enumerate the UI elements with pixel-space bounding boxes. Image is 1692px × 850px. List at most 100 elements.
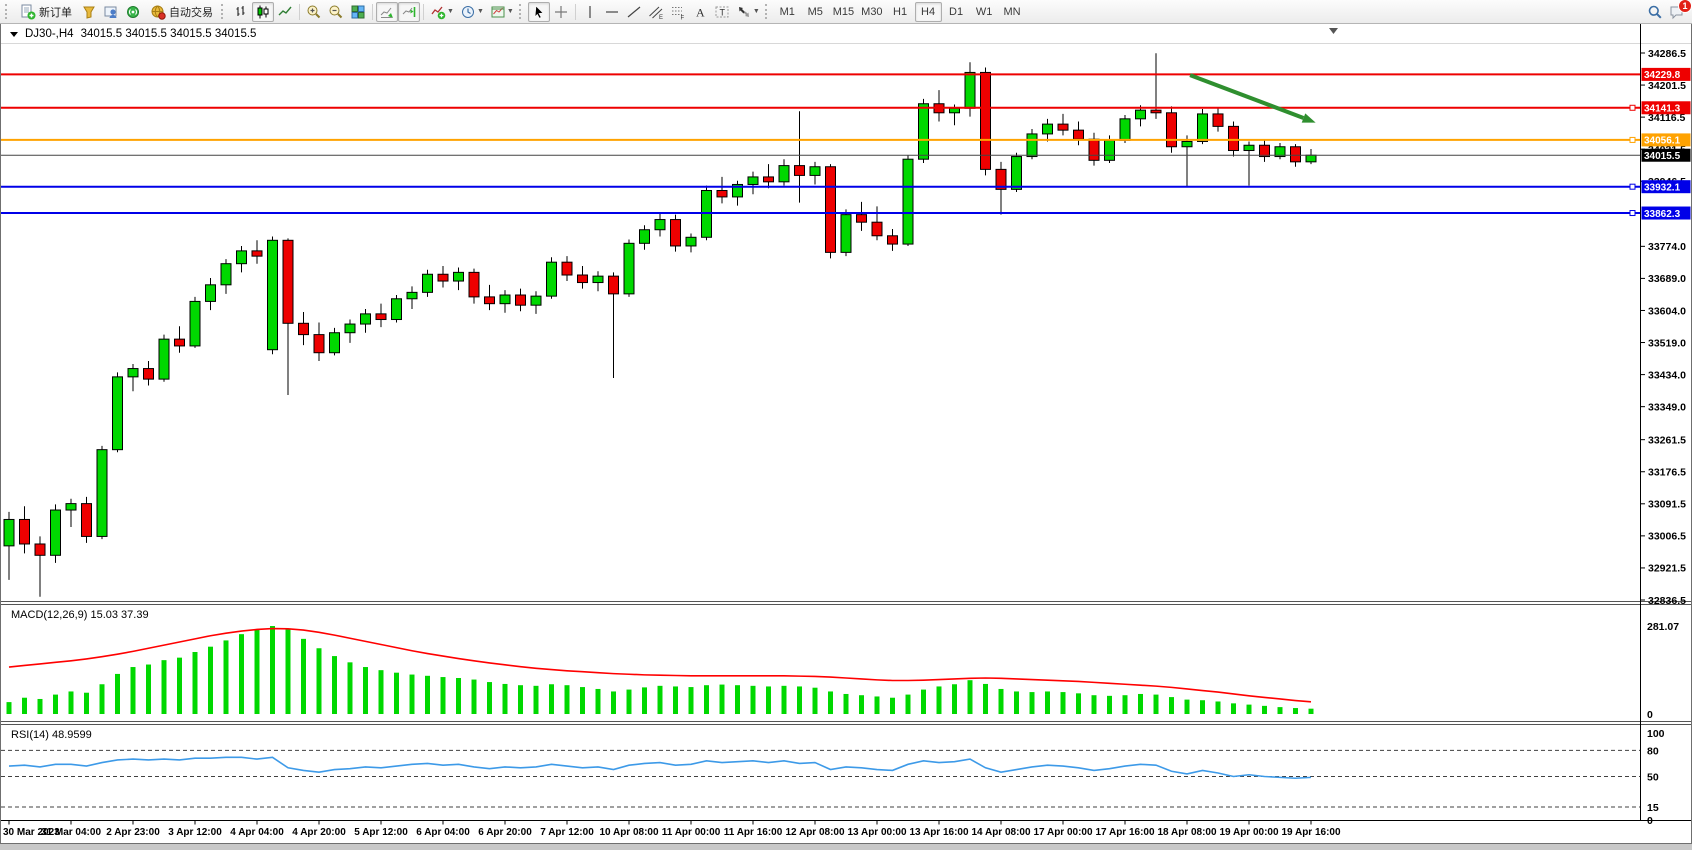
candle — [546, 261, 557, 297]
line-chart-button[interactable] — [274, 2, 296, 22]
channel-button[interactable]: E — [645, 2, 667, 22]
indicators-button[interactable]: ▼ — [427, 2, 457, 22]
candle — [65, 503, 77, 511]
date-tick-label: 10 Apr 08:00 — [599, 827, 659, 838]
indicators-dropdown-icon[interactable]: ▼ — [447, 8, 454, 15]
rsi-axis-label: 15 — [1647, 802, 1659, 814]
timeframe-button-d1[interactable]: D1 — [949, 5, 964, 18]
macd-histogram-bar — [905, 694, 911, 714]
chart-canvas[interactable]: 34286.534201.534116.534031.533946.533774… — [1, 24, 1691, 843]
toolbar-grip[interactable] — [764, 4, 770, 19]
macd-histogram-bar — [766, 686, 771, 714]
macd-histogram-bar — [1122, 695, 1128, 714]
periods-dropdown-icon[interactable]: ▼ — [476, 8, 484, 15]
svg-text:34229.8: 34229.8 — [1644, 70, 1681, 81]
line-chart-icon — [278, 6, 292, 15]
text-button[interactable]: A — [689, 2, 711, 22]
macd-histogram-bar — [6, 702, 12, 714]
shapes-button[interactable]: ▼ — [733, 2, 763, 22]
date-tick-label: 31 Mar 04:00 — [41, 827, 101, 838]
level-price-badge — [1641, 133, 1691, 147]
svg-text:T: T — [719, 7, 725, 17]
bar-chart-button[interactable] — [230, 2, 252, 22]
macd-histogram-bar — [719, 684, 725, 714]
autotrading-button[interactable]: 自动交易 — [144, 2, 219, 22]
candle — [964, 71, 976, 109]
toolbar-grip[interactable] — [5, 4, 10, 19]
chart-shift-button[interactable] — [398, 1, 420, 22]
date-tick-label: 11 Apr 16:00 — [724, 827, 783, 838]
candle — [809, 166, 821, 176]
toolbar-grip[interactable] — [518, 4, 524, 19]
label-button[interactable]: T — [711, 2, 733, 22]
auto-scroll-button[interactable] — [376, 1, 398, 22]
macd-histogram-bar — [316, 648, 322, 714]
candle — [1026, 133, 1038, 158]
text-label-icon: T — [715, 6, 729, 17]
toolbar-grip[interactable] — [221, 4, 226, 19]
chart-menu-icon[interactable] — [10, 31, 18, 37]
templates-button[interactable]: ▼ — [487, 2, 517, 22]
market-watch-button[interactable] — [78, 2, 100, 22]
templates-dropdown-icon[interactable]: ▼ — [506, 8, 514, 15]
vertical-line-button[interactable] — [579, 2, 601, 22]
macd-histogram-bar — [921, 689, 926, 714]
tile-windows-button[interactable] — [347, 2, 369, 22]
macd-histogram-bar — [549, 684, 554, 714]
level-line-handle — [1629, 136, 1636, 143]
price-tick-label: 33349.0 — [1648, 401, 1686, 413]
svg-text:33862.3: 33862.3 — [1644, 209, 1681, 220]
macd-histogram-bar — [1029, 692, 1035, 714]
macd-histogram-bar — [1215, 701, 1221, 714]
chart-symbol-period: DJ30-,H4 — [25, 28, 74, 40]
candle — [96, 449, 108, 537]
zoom-out-button[interactable] — [325, 2, 347, 22]
candle — [778, 165, 790, 183]
macd-histogram-bar — [301, 638, 306, 714]
timeframe-button-m5[interactable]: M5 — [807, 5, 823, 18]
candle — [639, 229, 650, 244]
market-watch-icon — [83, 6, 95, 19]
horizontal-line-button[interactable] — [601, 2, 623, 22]
macd-histogram-bar — [797, 686, 802, 714]
search-button[interactable] — [1644, 2, 1666, 22]
zoom-in-button[interactable] — [303, 2, 325, 22]
notifications-button[interactable]: 1 — [1666, 0, 1692, 22]
trendline-button[interactable] — [623, 2, 645, 22]
timeframe-button-h4[interactable]: H4 — [914, 1, 942, 22]
cursor-button[interactable] — [527, 1, 550, 22]
timeframe-button-m1[interactable]: M1 — [779, 5, 795, 18]
candle — [608, 275, 619, 295]
date-tick-label: 13 Apr 00:00 — [847, 827, 907, 838]
candle — [1197, 113, 1208, 142]
macd-histogram-bar — [1277, 707, 1283, 714]
candle — [329, 332, 340, 354]
timeframe-button-w1[interactable]: W1 — [975, 5, 993, 18]
timeframe-button-h1[interactable]: H1 — [893, 5, 908, 18]
periods-clock-icon — [461, 5, 474, 18]
crosshair-button[interactable] — [550, 2, 572, 22]
timeframe-button-mn[interactable]: MN — [1003, 5, 1021, 18]
candle — [716, 190, 728, 198]
signals-button[interactable] — [122, 2, 144, 22]
candle — [220, 263, 232, 286]
candlestick-button[interactable] — [252, 1, 274, 22]
timeframe-button-m30[interactable]: M30 — [861, 5, 883, 18]
candle — [732, 183, 743, 198]
navigator-button[interactable] — [100, 2, 122, 22]
candle — [1011, 156, 1022, 190]
candle — [654, 219, 666, 231]
new-order-button[interactable]: 新订单 — [14, 2, 78, 22]
candle — [980, 71, 991, 170]
chart-window: 34286.534201.534116.534031.533946.533774… — [0, 23, 1692, 844]
candle — [902, 158, 914, 245]
fibonacci-button[interactable]: F — [667, 2, 689, 22]
navigator-icon — [104, 6, 117, 18]
date-tick-label: 2 Apr 23:00 — [106, 827, 160, 838]
periods-button[interactable]: ▼ — [457, 2, 487, 22]
time-axis-labels[interactable] — [8, 820, 1312, 825]
timeframe-button-m15[interactable]: M15 — [832, 5, 855, 18]
macd-histogram-bar — [37, 698, 43, 714]
macd-histogram-bar — [595, 688, 601, 714]
shapes-dropdown-icon[interactable]: ▼ — [752, 8, 760, 15]
